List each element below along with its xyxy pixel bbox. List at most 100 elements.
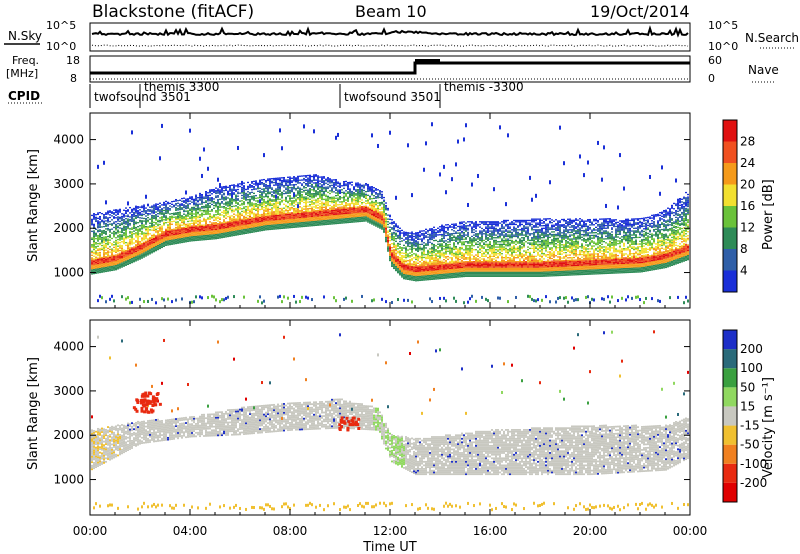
power-cell (353, 205, 355, 207)
power-cell (293, 185, 295, 187)
power-cell (103, 231, 105, 233)
power-cell (283, 227, 285, 229)
power-cell (117, 266, 119, 269)
power-cell (103, 221, 105, 224)
power-cell (297, 214, 299, 216)
power-cell (359, 200, 361, 203)
power-cell (391, 219, 393, 221)
power-cell (319, 191, 321, 193)
power-cell (139, 227, 141, 230)
power-cell (359, 219, 361, 221)
power-cell (189, 200, 191, 202)
power-cell (193, 225, 195, 227)
power-cell (161, 237, 163, 239)
power-cell (371, 186, 373, 188)
power-cell (425, 244, 427, 246)
power-cell (385, 226, 387, 228)
power-cell (259, 219, 261, 221)
power-cell (103, 239, 105, 241)
power-cell (137, 211, 139, 213)
power-cell (187, 235, 189, 237)
power-cell (301, 224, 303, 226)
power-cell (277, 221, 279, 223)
power-cell (169, 226, 171, 228)
power-cell (233, 205, 235, 207)
power-cell (191, 226, 193, 229)
power-cell (399, 238, 401, 240)
noise-right-tick-high: 10^5 (708, 19, 738, 32)
power-cell (309, 210, 311, 212)
power-cell (307, 193, 309, 195)
power-cell (367, 209, 369, 211)
power-cell (427, 240, 429, 242)
power-cell (223, 225, 225, 228)
power-cell (197, 239, 199, 241)
power-cell (195, 222, 197, 224)
power-cell (349, 219, 351, 221)
power-cell (117, 216, 119, 218)
power-cell (419, 279, 421, 282)
power-cell (399, 246, 401, 248)
power-cell (185, 205, 187, 207)
power-cell (357, 207, 359, 209)
power-cell (315, 192, 317, 195)
power-cell (247, 215, 249, 217)
power-cell (425, 275, 427, 277)
power-cell (113, 299, 115, 303)
power-cell (391, 253, 393, 255)
power-cell (395, 233, 397, 236)
power-cell (319, 219, 321, 221)
power-cell (129, 261, 131, 263)
power-cell (103, 255, 105, 257)
power-cell (305, 222, 307, 225)
power-cell (335, 200, 337, 202)
power-cell (287, 181, 289, 184)
power-cell (265, 195, 267, 198)
power-cell (319, 207, 321, 209)
power-cell (265, 221, 267, 223)
power-cell (97, 226, 99, 229)
power-cell (363, 219, 365, 221)
power-cell (259, 230, 261, 232)
power-cell (185, 235, 187, 238)
power-cell (165, 222, 167, 224)
power-cell (225, 213, 227, 215)
power-cell (361, 192, 363, 195)
noise-search-line (91, 44, 689, 47)
power-cell (337, 220, 339, 222)
power-cell (393, 257, 395, 259)
power-cell (401, 229, 403, 232)
power-cell (373, 209, 375, 212)
power-cell (189, 209, 191, 212)
power-cell (389, 237, 391, 239)
power-cell (345, 212, 347, 215)
power-cell (223, 209, 225, 212)
power-cell (263, 188, 265, 190)
power-cell (375, 214, 377, 217)
power-cell (207, 204, 209, 206)
power-cell (401, 249, 403, 252)
power-cell (361, 217, 363, 220)
power-cell (139, 213, 141, 215)
power-cell (383, 208, 385, 211)
power-cell (95, 272, 97, 274)
power-cell (101, 271, 103, 273)
power-cell (279, 219, 281, 222)
power-cell (403, 231, 405, 233)
power-cell (407, 232, 409, 234)
power-cell (249, 186, 251, 189)
power-cell (289, 208, 291, 210)
power-cell (333, 219, 335, 221)
power-cell (313, 222, 315, 224)
power-cell (243, 229, 245, 231)
power-cell (121, 263, 123, 266)
power-cell (375, 213, 377, 215)
power-cell (415, 269, 417, 271)
power-cell (313, 192, 315, 195)
power-cell (129, 248, 131, 250)
power-cell (249, 226, 251, 228)
power-cell (335, 210, 337, 213)
power-cell (265, 225, 267, 227)
power-cell (93, 215, 95, 218)
power-cell (183, 238, 185, 241)
